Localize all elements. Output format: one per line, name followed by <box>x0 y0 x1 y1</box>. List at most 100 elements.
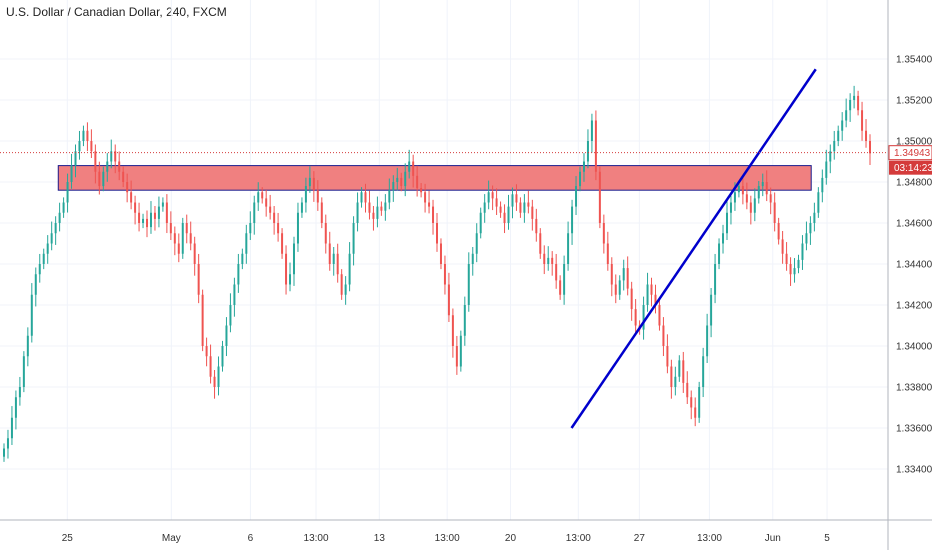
candle-body <box>352 223 355 254</box>
candle-body <box>761 182 764 187</box>
candle-body <box>126 182 129 193</box>
candle-body <box>304 186 307 203</box>
candle-body <box>253 202 256 223</box>
candle-body <box>543 253 546 264</box>
candle-body <box>594 120 597 172</box>
candle-body <box>618 280 621 295</box>
candle-body <box>10 417 13 439</box>
candle-body <box>769 194 772 203</box>
candle-body <box>634 309 637 326</box>
candle-body <box>781 239 784 254</box>
candle-body <box>38 264 41 275</box>
y-tick-label: 1.35000 <box>896 137 932 148</box>
candle-body <box>221 346 224 367</box>
candle-body <box>789 264 792 275</box>
candle-body <box>602 223 605 244</box>
candle-body <box>857 95 860 111</box>
candle-body <box>825 161 828 178</box>
candle-body <box>122 171 125 182</box>
candle-body <box>146 218 149 228</box>
candle-body <box>606 243 609 264</box>
candle-body <box>424 192 427 203</box>
y-tick-label: 1.33800 <box>896 383 932 394</box>
candle-body <box>169 223 172 234</box>
candle-body <box>690 397 693 408</box>
candle-body <box>416 175 419 189</box>
candle-body <box>281 233 284 254</box>
candle-body <box>757 186 760 199</box>
candle-body <box>94 151 97 172</box>
candle-body <box>666 346 669 367</box>
candle-body <box>471 253 474 264</box>
candle-body <box>511 194 514 207</box>
candle-body <box>567 233 570 264</box>
candle-body <box>551 257 554 264</box>
candle-body <box>360 192 363 203</box>
candle-body <box>241 253 244 264</box>
candle-body <box>90 141 93 152</box>
candle-body <box>535 218 538 234</box>
candle-body <box>710 294 713 326</box>
candle-body <box>185 223 188 234</box>
candle-body <box>714 264 717 295</box>
candle-body <box>114 151 117 162</box>
candle-body <box>392 182 395 191</box>
candle-body <box>257 192 260 203</box>
candle-body <box>408 161 411 172</box>
candle-body <box>447 284 450 316</box>
candle-body <box>479 212 482 234</box>
candle-body <box>372 212 375 219</box>
candle-body <box>586 141 589 162</box>
candle-body <box>110 151 113 162</box>
candle-body <box>46 243 49 254</box>
candle-body <box>376 206 379 219</box>
x-tick-label: 13 <box>374 533 386 544</box>
candle-body <box>380 206 383 211</box>
candle-body <box>320 202 323 223</box>
candle-body <box>225 325 228 346</box>
candle-body <box>138 212 141 223</box>
candle-body <box>817 192 820 213</box>
candle-body <box>356 202 359 223</box>
candle-body <box>300 202 303 213</box>
candle-body <box>324 223 327 244</box>
candle-body <box>66 182 69 203</box>
candle-body <box>650 284 653 295</box>
candle-body <box>678 360 681 377</box>
x-tick-label: 27 <box>634 533 646 544</box>
candle-body <box>189 233 192 244</box>
candle-body <box>292 243 295 275</box>
candle-body <box>157 206 160 219</box>
candle-body <box>328 243 331 264</box>
candle-body <box>102 171 105 187</box>
candle-body <box>622 268 625 281</box>
candle-body <box>841 120 844 131</box>
candle-body <box>265 198 268 207</box>
candle-body <box>149 212 152 228</box>
candle-body <box>142 218 145 223</box>
candle-body <box>277 223 280 234</box>
candle-body <box>26 335 29 357</box>
candle-body <box>312 177 315 191</box>
candle-body <box>54 223 57 234</box>
x-tick-label: 13:00 <box>435 533 460 544</box>
candle-body <box>571 206 574 234</box>
candle-body <box>384 202 387 211</box>
candle-body <box>614 284 617 295</box>
candle-body <box>249 223 252 234</box>
candle-body <box>793 268 796 275</box>
candle-body <box>245 233 248 254</box>
candle-body <box>368 202 371 213</box>
x-tick-label: 5 <box>824 533 830 544</box>
countdown-label: 03:14:23 <box>894 163 932 174</box>
candle-body <box>181 223 184 254</box>
candle-body <box>785 253 788 264</box>
candle-body <box>396 177 399 182</box>
y-tick-label: 1.34800 <box>896 178 932 189</box>
candle-body <box>555 264 558 281</box>
candle-body <box>364 192 367 203</box>
candle-body <box>106 161 109 172</box>
candle-body <box>539 233 542 254</box>
